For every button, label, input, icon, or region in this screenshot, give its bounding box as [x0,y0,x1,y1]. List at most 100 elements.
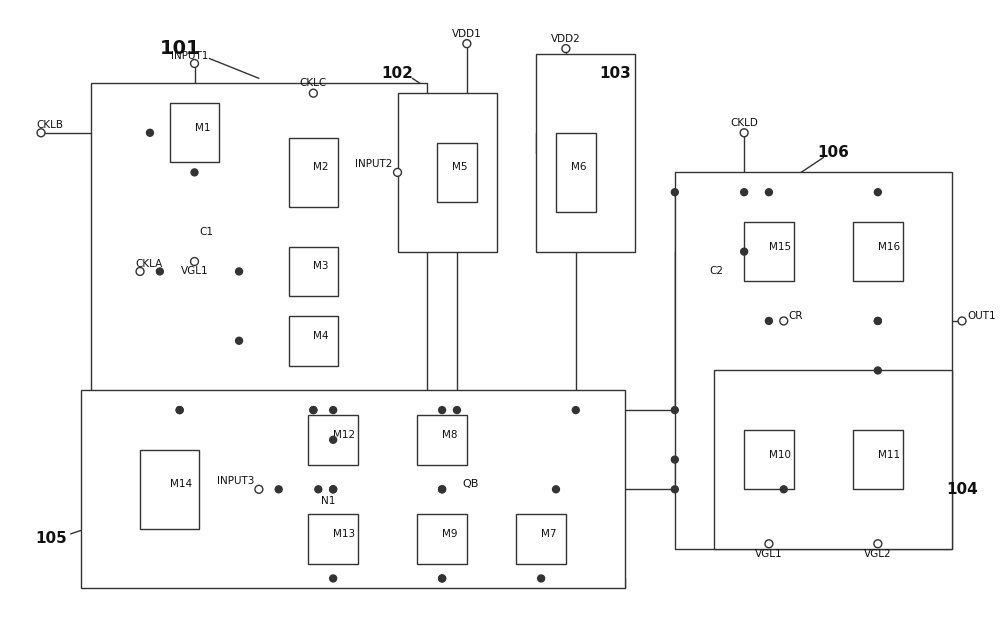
Text: CKLB: CKLB [36,120,63,130]
Circle shape [394,168,401,176]
Circle shape [236,268,243,275]
Bar [536,54,635,252]
Circle shape [538,575,545,582]
Text: CR: CR [789,311,803,321]
Bar [289,247,338,296]
Bar [289,138,338,207]
Bar [417,415,467,464]
Circle shape [439,575,446,582]
Circle shape [780,486,787,493]
Text: M12: M12 [333,430,355,440]
Bar [437,143,477,202]
Text: VDD1: VDD1 [452,29,482,38]
Bar [853,430,903,489]
Circle shape [740,129,748,137]
Text: M7: M7 [541,529,557,539]
Circle shape [874,367,881,374]
Text: M9: M9 [442,529,458,539]
Bar [744,430,794,489]
Text: N1: N1 [321,496,336,506]
Bar [140,450,199,529]
Circle shape [780,317,788,325]
Text: VGL2: VGL2 [864,549,892,558]
Text: C2: C2 [709,266,723,276]
Circle shape [874,317,881,324]
Text: OUT1: OUT1 [967,311,996,321]
Bar [556,133,596,212]
Text: M15: M15 [769,242,791,252]
Circle shape [439,486,446,493]
Circle shape [310,406,317,413]
Text: INPUT2: INPUT2 [355,160,393,170]
Text: 101: 101 [159,39,200,58]
Bar [714,370,952,549]
Circle shape [562,45,570,52]
Text: 103: 103 [600,66,631,81]
Text: 102: 102 [382,66,413,81]
Circle shape [191,59,198,68]
Bar [289,316,338,365]
Circle shape [146,129,153,136]
Circle shape [330,575,337,582]
Bar [308,514,358,563]
Text: CKLD: CKLD [730,118,758,128]
Text: M2: M2 [313,162,329,172]
Circle shape [255,485,263,493]
Circle shape [330,406,337,413]
Text: INPUT3: INPUT3 [217,476,254,487]
Circle shape [874,317,881,324]
Circle shape [741,189,748,196]
Bar [308,415,358,464]
Text: M8: M8 [442,430,458,440]
Circle shape [309,89,317,97]
Text: M6: M6 [571,162,586,172]
Text: VDD2: VDD2 [551,33,581,44]
Circle shape [741,248,748,255]
Circle shape [236,338,243,345]
Bar [853,222,903,281]
Bar [81,390,625,588]
Circle shape [874,540,882,548]
Text: C1: C1 [199,227,213,237]
Text: M10: M10 [769,450,791,459]
Bar [398,93,497,252]
Circle shape [176,406,183,413]
Bar [170,103,219,163]
Bar [675,172,952,549]
Circle shape [671,406,678,413]
Text: CKLC: CKLC [300,78,327,88]
Circle shape [439,575,446,582]
Text: M3: M3 [313,261,329,271]
Circle shape [136,268,144,275]
Text: M14: M14 [170,480,192,490]
Bar [744,222,794,281]
Circle shape [553,486,559,493]
Text: 105: 105 [35,531,67,546]
Circle shape [572,406,579,413]
Text: QB: QB [462,480,478,490]
Text: VGL1: VGL1 [181,266,208,276]
Text: 104: 104 [946,482,978,497]
Circle shape [330,436,337,443]
Text: 106: 106 [817,145,849,160]
Text: M16: M16 [878,242,900,252]
Circle shape [463,40,471,47]
Circle shape [37,129,45,137]
Bar [516,514,566,563]
Text: CKLA: CKLA [135,259,162,269]
Circle shape [874,189,881,196]
Text: M11: M11 [878,450,900,459]
Circle shape [275,486,282,493]
Text: M13: M13 [333,529,355,539]
Circle shape [330,486,337,493]
Circle shape [191,169,198,176]
Circle shape [315,486,322,493]
Circle shape [439,486,446,493]
Circle shape [765,189,772,196]
Circle shape [310,406,317,413]
Circle shape [453,406,460,413]
Circle shape [671,189,678,196]
Circle shape [765,317,772,324]
Text: Q: Q [680,400,689,410]
Circle shape [330,486,337,493]
